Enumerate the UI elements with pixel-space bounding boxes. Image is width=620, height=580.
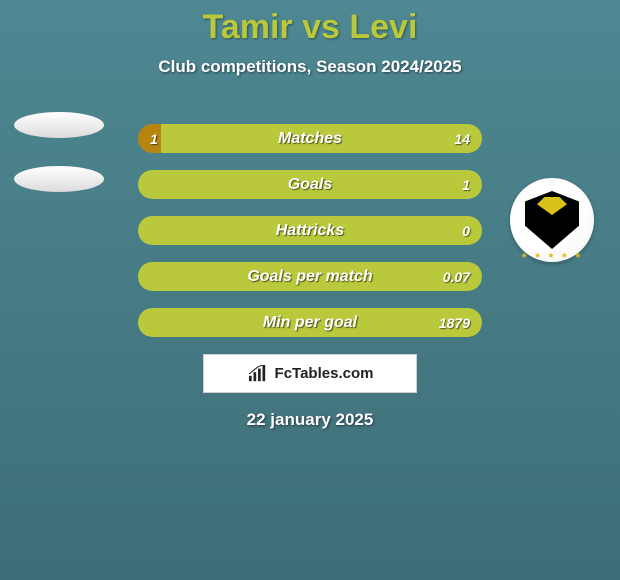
player-right-badges: ★ ★ ★ ★ ★ (510, 178, 600, 262)
stars-icon: ★ ★ ★ ★ ★ (510, 251, 594, 260)
bar-label: Min per goal (138, 308, 482, 337)
bar-chart-icon (247, 365, 269, 383)
bar-label: Goals (138, 170, 482, 199)
bar-value-right: 1 (462, 170, 470, 199)
bar-label: Matches (138, 124, 482, 153)
bar-label: Goals per match (138, 262, 482, 291)
title-mid: vs (302, 8, 340, 46)
bar-value-right: 0 (462, 216, 470, 245)
bar-value-right: 0.07 (443, 262, 470, 291)
stat-bar: Goals per match0.07 (138, 262, 482, 291)
page-title: Tamir vs Levi (0, 0, 620, 47)
club-crest-icon: ★ ★ ★ ★ ★ (510, 178, 594, 262)
brand-box[interactable]: FcTables.com (203, 354, 417, 393)
placeholder-ellipse-icon (14, 166, 104, 192)
stat-bar: Goals1 (138, 170, 482, 199)
bar-value-left: 1 (150, 124, 158, 153)
date-text: 22 january 2025 (0, 410, 620, 430)
comparison-infographic: Tamir vs Levi Club competitions, Season … (0, 0, 620, 580)
stat-bar: Matches1 14 (138, 124, 482, 153)
title-right: Levi (349, 8, 417, 46)
bar-value-right: 1879 (439, 308, 470, 337)
subtitle: Club competitions, Season 2024/2025 (0, 57, 620, 77)
shield-icon (522, 191, 582, 249)
stat-bar: Min per goal1879 (138, 308, 482, 337)
title-left: Tamir (203, 8, 293, 46)
bar-label: Hattricks (138, 216, 482, 245)
brand-text: FcTables.com (275, 365, 374, 382)
placeholder-ellipse-icon (14, 112, 104, 138)
stat-bars: Matches114Goals1Hattricks0Goals per matc… (138, 124, 482, 354)
diamond-icon (537, 197, 567, 215)
stat-bar: Hattricks0 (138, 216, 482, 245)
player-left-badges (14, 112, 104, 220)
bar-value-right: 14 (454, 124, 470, 153)
